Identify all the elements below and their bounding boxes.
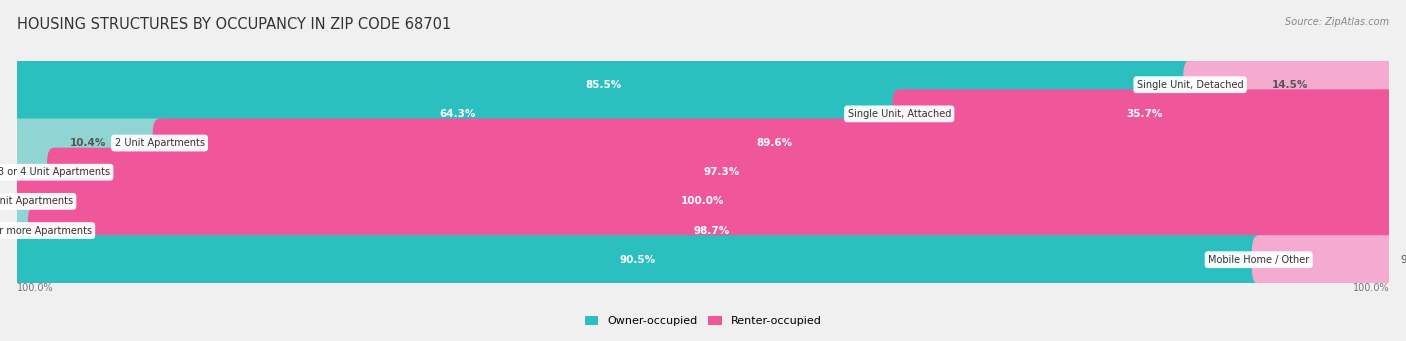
FancyBboxPatch shape	[10, 148, 1396, 197]
FancyBboxPatch shape	[10, 177, 1396, 226]
Text: 10.4%: 10.4%	[70, 138, 107, 148]
FancyBboxPatch shape	[10, 206, 1396, 255]
Text: 35.7%: 35.7%	[1126, 109, 1163, 119]
FancyBboxPatch shape	[1251, 235, 1396, 284]
Text: Single Unit, Attached: Single Unit, Attached	[848, 109, 950, 119]
FancyBboxPatch shape	[10, 148, 60, 197]
FancyBboxPatch shape	[10, 235, 1396, 284]
FancyBboxPatch shape	[153, 119, 1396, 167]
FancyBboxPatch shape	[10, 206, 42, 255]
Text: 10 or more Apartments: 10 or more Apartments	[0, 225, 91, 236]
FancyBboxPatch shape	[893, 89, 1396, 138]
Text: 64.3%: 64.3%	[440, 109, 477, 119]
Text: 14.5%: 14.5%	[1271, 80, 1308, 90]
Text: 100.0%: 100.0%	[682, 196, 724, 206]
Text: 0.0%: 0.0%	[24, 196, 51, 206]
Text: 97.3%: 97.3%	[703, 167, 740, 177]
FancyBboxPatch shape	[10, 119, 166, 167]
Text: 98.7%: 98.7%	[693, 225, 730, 236]
Text: Single Unit, Detached: Single Unit, Detached	[1137, 80, 1243, 90]
Text: 9.5%: 9.5%	[1400, 255, 1406, 265]
Text: 85.5%: 85.5%	[585, 80, 621, 90]
FancyBboxPatch shape	[10, 89, 1396, 138]
FancyBboxPatch shape	[10, 119, 1396, 167]
Text: HOUSING STRUCTURES BY OCCUPANCY IN ZIP CODE 68701: HOUSING STRUCTURES BY OCCUPANCY IN ZIP C…	[17, 17, 451, 32]
FancyBboxPatch shape	[10, 89, 905, 138]
Text: 2.7%: 2.7%	[17, 167, 44, 177]
Legend: Owner-occupied, Renter-occupied: Owner-occupied, Renter-occupied	[585, 316, 821, 326]
Text: 100.0%: 100.0%	[17, 283, 53, 293]
Text: Mobile Home / Other: Mobile Home / Other	[1208, 255, 1309, 265]
Text: 100.0%: 100.0%	[1353, 283, 1389, 293]
FancyBboxPatch shape	[10, 60, 1197, 109]
Text: 2 Unit Apartments: 2 Unit Apartments	[114, 138, 205, 148]
FancyBboxPatch shape	[10, 177, 1396, 226]
FancyBboxPatch shape	[28, 206, 1396, 255]
Text: 1.3%: 1.3%	[0, 225, 24, 236]
Text: Source: ZipAtlas.com: Source: ZipAtlas.com	[1285, 17, 1389, 27]
FancyBboxPatch shape	[1184, 60, 1396, 109]
FancyBboxPatch shape	[10, 235, 1265, 284]
Text: 90.5%: 90.5%	[620, 255, 655, 265]
Text: 5 to 9 Unit Apartments: 5 to 9 Unit Apartments	[0, 196, 73, 206]
Text: 89.6%: 89.6%	[756, 138, 793, 148]
Text: 3 or 4 Unit Apartments: 3 or 4 Unit Apartments	[0, 167, 110, 177]
FancyBboxPatch shape	[46, 148, 1396, 197]
FancyBboxPatch shape	[10, 60, 1396, 109]
